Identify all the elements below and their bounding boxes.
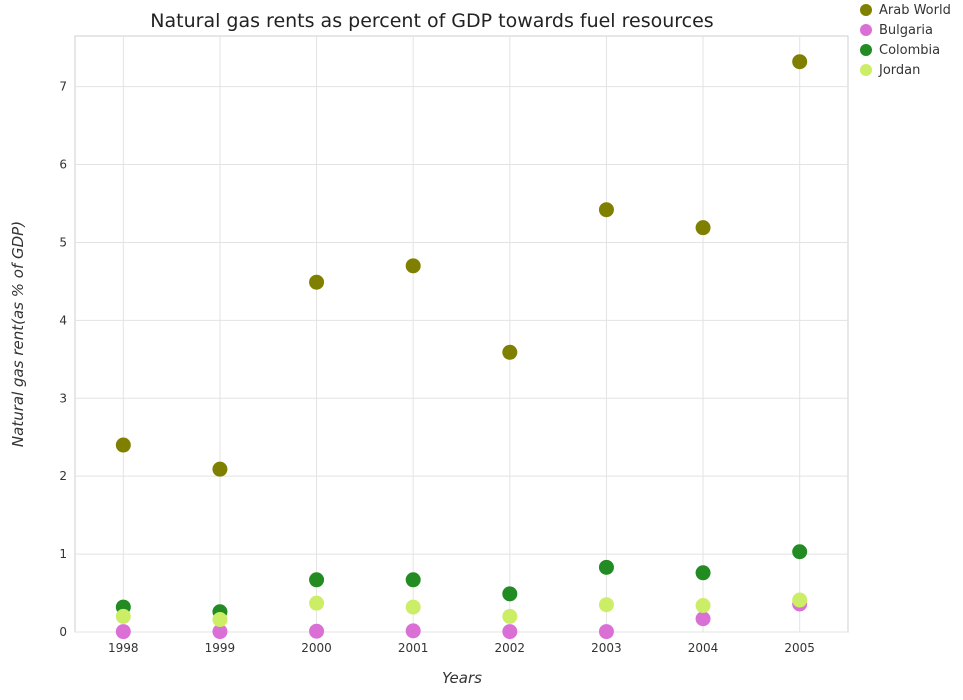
point-jordan xyxy=(405,599,421,615)
point-arab-world xyxy=(502,344,518,360)
legend-marker-arab-world xyxy=(860,4,872,16)
x-tick-label: 2005 xyxy=(784,641,815,655)
point-bulgaria xyxy=(695,611,711,627)
x-tick-label: 1999 xyxy=(205,641,236,655)
point-colombia xyxy=(598,559,614,575)
point-jordan xyxy=(115,608,131,624)
point-bulgaria xyxy=(309,623,325,639)
legend-label-jordan: Jordan xyxy=(878,63,920,78)
x-tick-label: 2000 xyxy=(301,641,332,655)
point-arab-world xyxy=(405,258,421,274)
y-axis-label: Natural gas rent(as % of GDP) xyxy=(9,221,27,447)
point-colombia xyxy=(502,586,518,602)
point-colombia xyxy=(405,572,421,588)
x-ticks: 1998 1999 2000 2001 2002 2003 2004 2005 xyxy=(108,641,815,655)
y-tick-label: 2 xyxy=(59,469,67,483)
y-tick-label: 4 xyxy=(59,313,67,327)
point-arab-world xyxy=(212,461,228,477)
point-bulgaria xyxy=(598,624,614,640)
point-bulgaria xyxy=(212,624,228,640)
point-jordan xyxy=(212,612,228,628)
x-tick-label: 1998 xyxy=(108,641,139,655)
legend-marker-colombia xyxy=(860,44,872,56)
legend-marker-bulgaria xyxy=(860,24,872,36)
point-jordan xyxy=(598,597,614,613)
point-jordan xyxy=(792,592,808,608)
data-points xyxy=(115,54,808,640)
point-bulgaria xyxy=(502,624,518,640)
legend-label-colombia: Colombia xyxy=(879,43,940,58)
point-colombia xyxy=(309,572,325,588)
point-arab-world xyxy=(695,220,711,236)
legend-label-arab-world: Arab World xyxy=(879,3,951,18)
legend-label-bulgaria: Bulgaria xyxy=(879,23,933,38)
point-jordan xyxy=(309,595,325,611)
x-tick-label: 2001 xyxy=(398,641,429,655)
point-bulgaria xyxy=(405,623,421,639)
y-tick-label: 5 xyxy=(59,235,67,249)
y-tick-label: 1 xyxy=(59,547,67,561)
x-tick-label: 2002 xyxy=(495,641,526,655)
x-tick-label: 2004 xyxy=(688,641,719,655)
point-colombia xyxy=(695,565,711,581)
point-arab-world xyxy=(115,437,131,453)
x-axis-label: Years xyxy=(442,669,482,687)
point-arab-world xyxy=(792,54,808,70)
point-colombia xyxy=(792,544,808,560)
legend: Arab World Bulgaria Colombia Jordan xyxy=(860,3,951,78)
y-ticks: 0 1 2 3 4 5 6 7 xyxy=(59,80,67,639)
y-tick-label: 7 xyxy=(59,80,67,94)
point-jordan xyxy=(695,598,711,614)
point-jordan xyxy=(502,608,518,624)
y-tick-label: 6 xyxy=(59,158,67,172)
point-bulgaria xyxy=(115,624,131,640)
grid xyxy=(75,36,848,633)
chart-title: Natural gas rents as percent of GDP towa… xyxy=(150,10,713,32)
point-arab-world xyxy=(309,274,325,290)
x-tick-label: 2003 xyxy=(591,641,622,655)
y-tick-label: 3 xyxy=(59,391,67,405)
y-tick-label: 0 xyxy=(59,625,67,639)
legend-marker-jordan xyxy=(860,64,872,76)
point-arab-world xyxy=(598,202,614,218)
plot-frame xyxy=(74,35,849,633)
